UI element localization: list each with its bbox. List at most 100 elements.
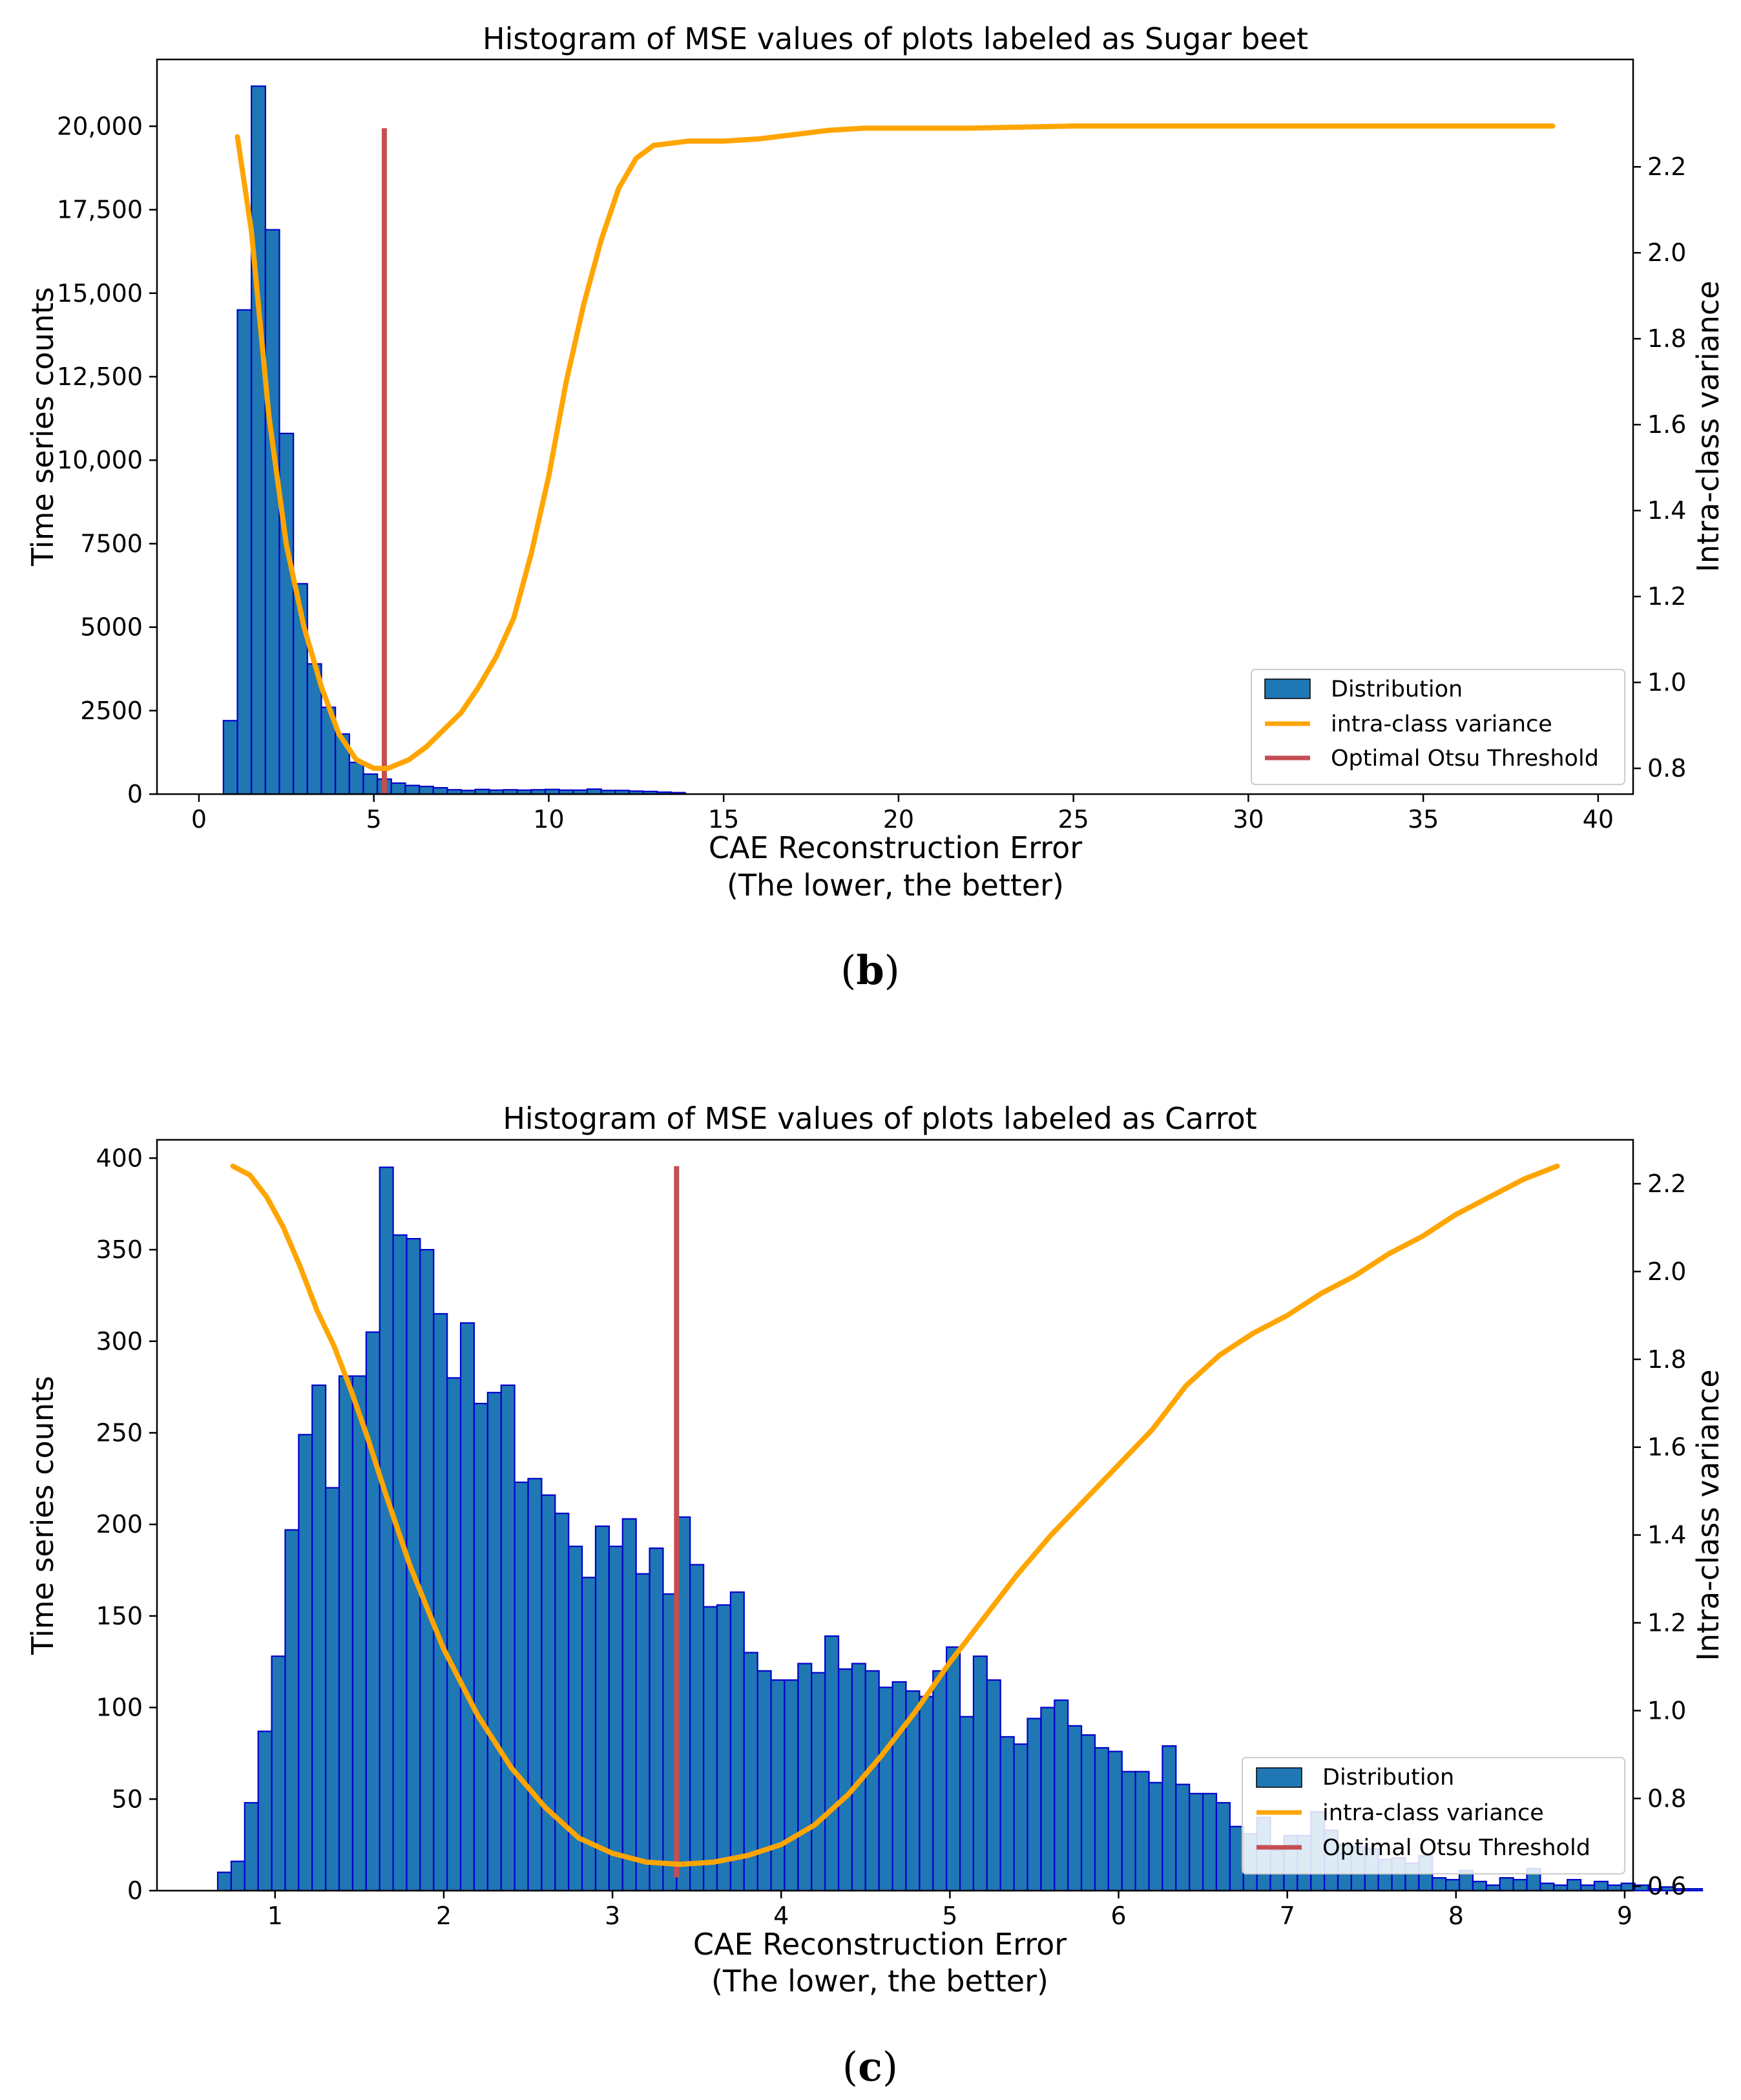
x-axis-label: CAE Reconstruction Error <box>693 1927 1067 1962</box>
histogram-bar <box>1134 1770 1150 1892</box>
x-tick-label: 30 <box>1233 805 1264 834</box>
histogram-bar <box>348 761 364 795</box>
y-tick-label: 200 <box>96 1510 143 1538</box>
x-tick-label: 4 <box>773 1902 789 1930</box>
intra-class-variance-line <box>235 123 1556 772</box>
histogram-bar <box>298 1434 313 1892</box>
histogram-bar <box>432 787 448 795</box>
legend-variance-label: intra-class variance <box>1331 711 1552 737</box>
histogram-bar <box>716 1604 731 1892</box>
histogram-bar <box>649 1547 664 1892</box>
histogram-bar <box>278 432 295 795</box>
x-tick-label: 0 <box>191 805 207 834</box>
y2-tick-label: 1.6 <box>1647 410 1686 439</box>
histogram-bar <box>230 1860 245 1892</box>
y2-tick-label: 1.4 <box>1647 496 1686 525</box>
histogram-bar <box>1432 1877 1447 1892</box>
legend-otsu-label: Optimal Otsu Threshold <box>1331 746 1599 772</box>
histogram-bar <box>379 1166 394 1892</box>
histogram-bar <box>1202 1792 1218 1892</box>
histogram-bar <box>541 1494 556 1892</box>
x-tick-label: 2 <box>436 1902 452 1930</box>
histogram-bar <box>311 1384 327 1892</box>
histogram-bar <box>1094 1747 1109 1892</box>
y2-tick-label: 1.8 <box>1647 1345 1686 1374</box>
y-tick-label: 50 <box>112 1785 143 1813</box>
histogram-bar <box>811 1672 826 1892</box>
histogram-bar <box>729 1591 745 1892</box>
y2-tick-label: 1.2 <box>1647 582 1686 611</box>
histogram-bar <box>1040 1706 1056 1892</box>
y2-axis-label: Intra-class variance <box>1691 1369 1725 1661</box>
panel-label: (c) <box>842 2043 898 2090</box>
histogram-bar <box>689 1564 705 1892</box>
histogram-bar <box>702 1606 718 1892</box>
histogram-bar <box>1175 1783 1191 1892</box>
y-axis-label: Time series counts <box>25 287 60 567</box>
y2-tick-label: 2.0 <box>1647 1257 1686 1286</box>
histogram-bar <box>554 1513 570 1892</box>
histogram-bar <box>244 1801 259 1892</box>
histogram-bar <box>446 1377 462 1892</box>
histogram-bar <box>594 1525 610 1892</box>
variance-line-group <box>235 123 1556 772</box>
y2-tick-label: 1.0 <box>1647 668 1686 697</box>
histogram-bar <box>797 1663 813 1892</box>
chart-panel-carrot: Histogram of MSE values of plots labeled… <box>25 1101 1725 2090</box>
x-tick-label: 6 <box>1110 1902 1126 1930</box>
x-tick-label: 8 <box>1448 1902 1464 1930</box>
histogram-bar <box>999 1736 1015 1892</box>
y-tick-label: 7500 <box>80 529 143 558</box>
x-axis-sublabel: (The lower, the better) <box>727 868 1064 903</box>
x-tick-label: 35 <box>1408 805 1439 834</box>
y2-tick-label: 1.2 <box>1647 1608 1686 1637</box>
histogram-bar <box>365 1331 381 1892</box>
histogram-bar <box>1567 1878 1582 1892</box>
y2-axis-ticks: 0.8 1.0 1.2 1.4 1.6 1.8 2.0 2.2 <box>1633 152 1686 782</box>
y2-tick-label: 0.8 <box>1647 1784 1686 1812</box>
legend-distribution-label: Distribution <box>1331 677 1463 702</box>
x-tick-label: 25 <box>1058 805 1089 834</box>
y-tick-label: 0 <box>127 780 143 808</box>
histogram-bar <box>419 1248 435 1892</box>
y-tick-label: 300 <box>96 1327 143 1356</box>
histogram-bar <box>784 1679 799 1892</box>
y-tick-label: 150 <box>96 1602 143 1630</box>
histogram-bar <box>919 1696 934 1892</box>
y-tick-label: 17,500 <box>57 196 143 224</box>
y-tick-label: 100 <box>96 1694 143 1722</box>
y-tick-label: 12,500 <box>57 362 143 391</box>
intra-class-variance-line <box>230 1163 1560 1867</box>
histogram-bar <box>264 229 280 795</box>
variance-line-group <box>230 1163 1560 1867</box>
histogram-bar <box>1107 1750 1123 1892</box>
y-tick-label: 350 <box>96 1235 143 1264</box>
histogram-bar <box>1148 1781 1163 1892</box>
histogram-bar <box>325 1487 340 1892</box>
histogram-bar <box>473 1403 488 1892</box>
histogram-bar <box>236 309 253 795</box>
y-axis-label: Time series counts <box>25 1376 60 1655</box>
histogram-bar <box>222 720 238 795</box>
histogram-bar <box>362 773 379 795</box>
histogram-bar <box>946 1646 961 1892</box>
histogram-bar <box>404 784 421 795</box>
histogram-bar <box>1445 1878 1461 1892</box>
histogram-bar <box>608 1546 623 1892</box>
legend-otsu-label: Optimal Otsu Threshold <box>1322 1835 1590 1861</box>
histogram-bar <box>527 1478 543 1892</box>
legend-box <box>1242 1757 1625 1874</box>
histogram-bar <box>1607 1884 1622 1892</box>
histogram-bar <box>770 1679 786 1892</box>
histogram-bar <box>1121 1770 1136 1892</box>
y2-tick-label: 2.0 <box>1647 238 1686 267</box>
histogram-bar <box>433 1313 448 1892</box>
histogram-bar <box>1485 1884 1501 1892</box>
x-tick-label: 15 <box>708 805 739 834</box>
histogram-bar <box>824 1635 840 1892</box>
histogram-bar <box>932 1670 948 1892</box>
x-tick-label: 9 <box>1617 1902 1632 1930</box>
histogram-bar <box>1634 1884 1649 1892</box>
y2-axis-label: Intra-class variance <box>1691 280 1725 572</box>
